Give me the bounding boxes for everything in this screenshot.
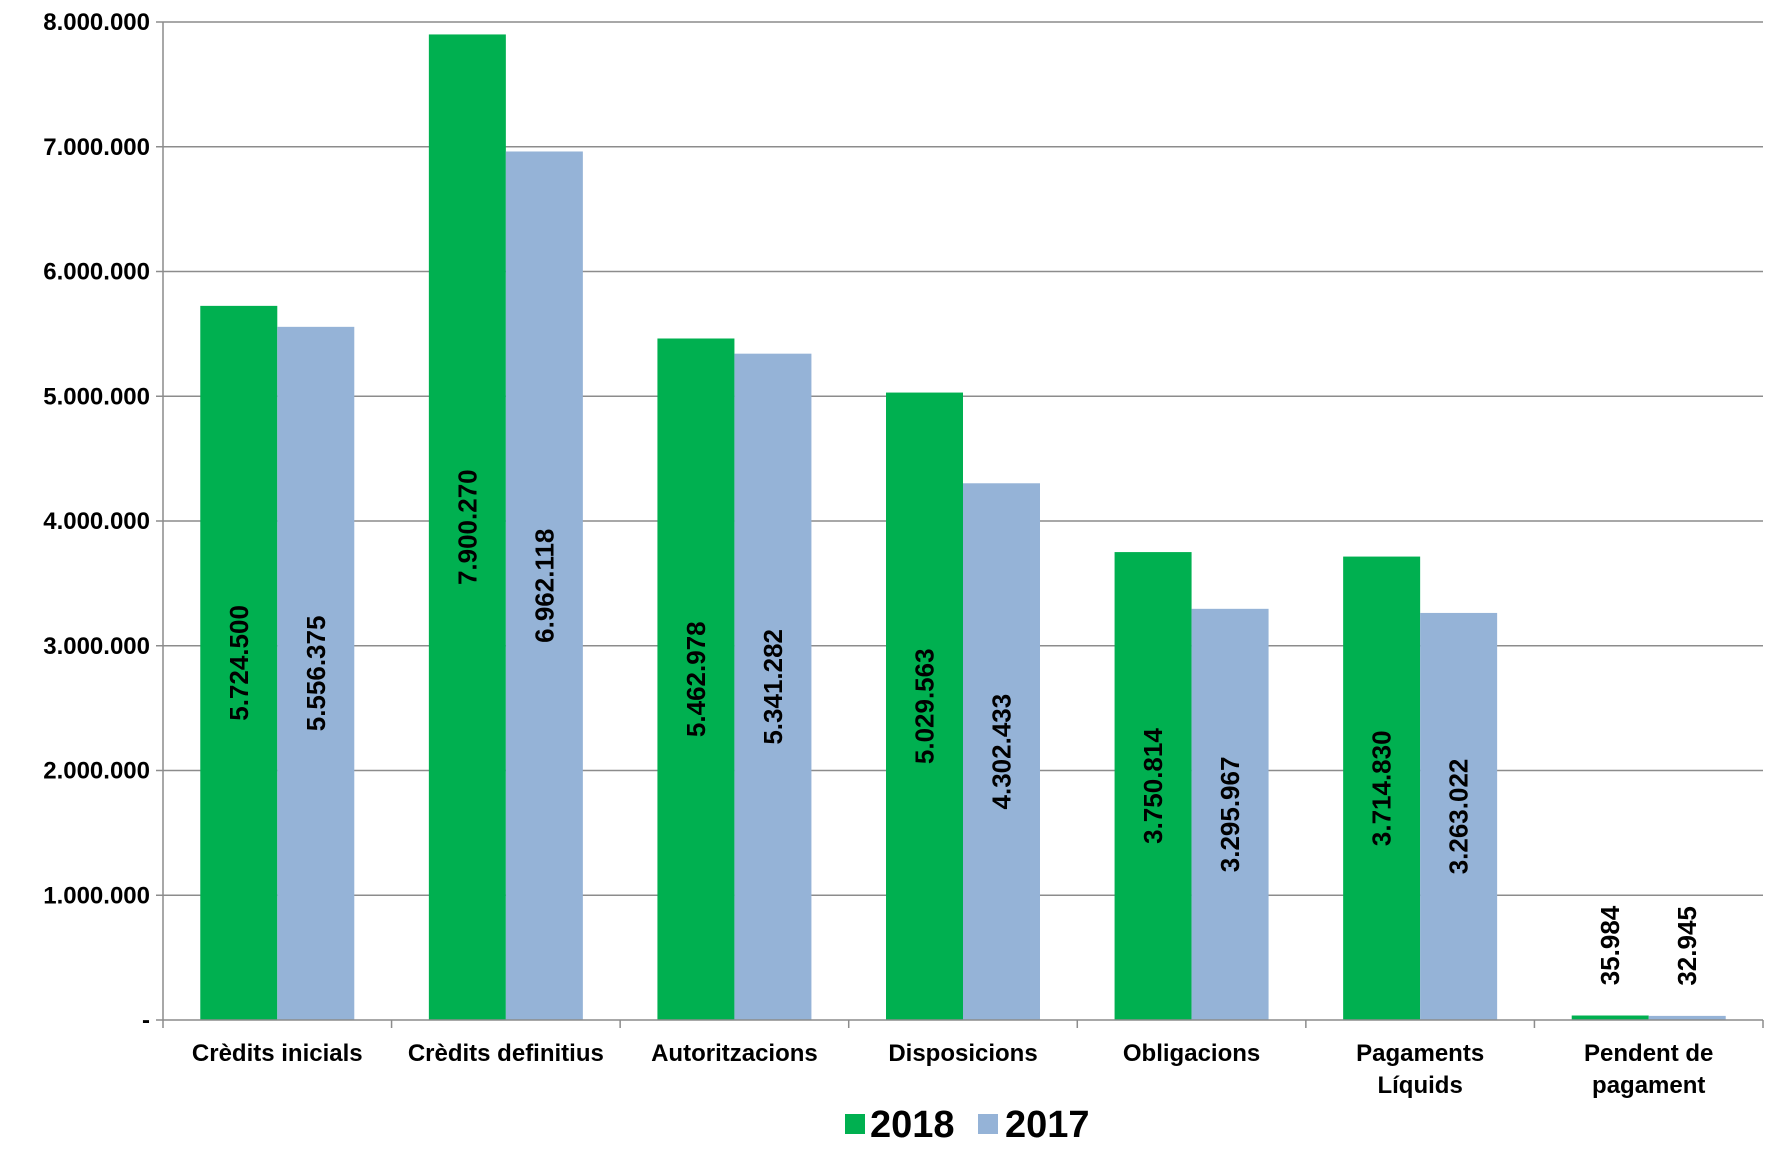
- data-label: 5.341.282: [758, 629, 788, 745]
- y-tick-label: -: [142, 1007, 150, 1034]
- y-tick-label: 1.000.000: [43, 882, 150, 909]
- bar-2017: [1191, 608, 1269, 1020]
- data-label: 5.462.978: [681, 621, 711, 737]
- bar-2017: [1648, 1015, 1726, 1020]
- y-tick-label: 2.000.000: [43, 758, 150, 785]
- data-label: 5.556.375: [301, 616, 331, 732]
- x-tick-label: Crèdits inicials: [192, 1040, 363, 1067]
- y-tick-label: 8.000.000: [43, 9, 150, 36]
- bar-2018: [428, 34, 506, 1020]
- bar-2018: [886, 392, 963, 1020]
- bar-2018: [1343, 556, 1421, 1020]
- x-axis-ticks: Crèdits inicials Crèdits definitius Autori…: [162, 1020, 1764, 1099]
- y-tick-label: 4.000.000: [43, 508, 150, 535]
- data-label: 7.900.270: [452, 469, 482, 585]
- bar-2018: [1571, 1015, 1649, 1020]
- y-tick-label: 5.000.000: [43, 383, 150, 410]
- legend: 2018 2017: [845, 1104, 1090, 1146]
- bar-2017: [277, 326, 355, 1020]
- data-label: 5.029.563: [910, 648, 940, 764]
- data-label: 5.724.500: [224, 605, 254, 721]
- x-tick-label: Crèdits definitius: [408, 1040, 604, 1067]
- data-label: 3.295.967: [1215, 757, 1245, 873]
- y-tick-label: 3.000.000: [43, 633, 150, 660]
- y-tick-label: 6.000.000: [43, 259, 150, 286]
- bar-2017: [734, 353, 812, 1021]
- bar-2018: [200, 305, 278, 1020]
- bar-2017: [963, 483, 1040, 1020]
- data-label: 32.945: [1672, 906, 1702, 986]
- x-tick-label: Disposicions: [888, 1040, 1037, 1067]
- bar-2017: [505, 151, 583, 1021]
- y-tick-label: 7.000.000: [43, 134, 150, 161]
- data-labels: 5.724.500 5.556.375 7.900.270 6.962.118 5.46…: [224, 469, 1702, 985]
- data-label: 4.302.433: [987, 694, 1017, 810]
- bar-2018: [657, 338, 735, 1020]
- x-tick-label: Pagaments Líquids: [1356, 1040, 1484, 1099]
- bar-2017: [1420, 612, 1498, 1020]
- y-axis-ticks: - 1.000.000 2.000.000 3.000.000 4.000.000 5.0…: [43, 9, 163, 1034]
- data-label: 6.962.118: [529, 529, 559, 643]
- x-tick-label: Autoritzacions: [651, 1040, 818, 1067]
- data-label: 35.984: [1595, 905, 1625, 985]
- bars: [200, 34, 1726, 1021]
- data-label: 3.263.022: [1444, 759, 1474, 875]
- data-label: 3.714.830: [1367, 730, 1397, 846]
- legend-label: 2018: [870, 1104, 955, 1146]
- legend-swatch-2017: [978, 1114, 998, 1134]
- bar-2018: [1114, 552, 1192, 1020]
- x-tick-label: Obligacions: [1123, 1040, 1260, 1067]
- x-tick-label: Pendent de pagament: [1584, 1040, 1713, 1099]
- axes: [162, 22, 1763, 1021]
- legend-swatch-2018: [845, 1114, 865, 1134]
- legend-label: 2017: [1005, 1104, 1090, 1146]
- data-label: 3.750.814: [1138, 728, 1168, 844]
